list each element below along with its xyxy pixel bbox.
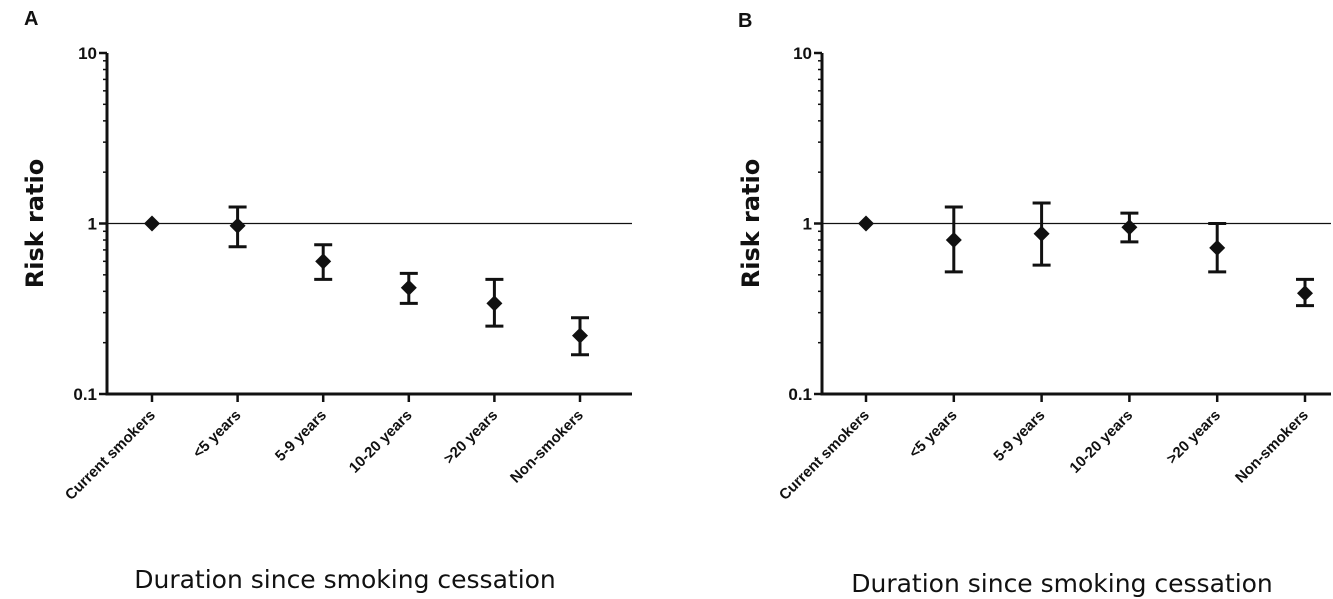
y-axis-label: Risk ratio xyxy=(737,159,765,289)
x-tick-label: Current smokers xyxy=(776,407,873,504)
y-tick-label: 10 xyxy=(793,44,812,63)
data-point-marker xyxy=(229,217,246,234)
data-point-marker xyxy=(1209,239,1226,256)
data-point-marker xyxy=(144,215,160,232)
panel-letter: B xyxy=(738,10,752,32)
x-tick-label: 5-9 years xyxy=(272,407,330,465)
x-axis-label: Duration since smoking cessation xyxy=(134,565,556,594)
x-axis-label: Duration since smoking cessation xyxy=(851,569,1273,598)
y-axis-label: Risk ratio xyxy=(21,159,49,289)
data-point-marker xyxy=(572,327,588,344)
y-tick-label: 10 xyxy=(78,44,97,63)
x-tick-label: 10-20 years xyxy=(346,407,416,477)
y-tick-label: 1 xyxy=(803,215,812,234)
data-point-marker xyxy=(1297,285,1313,302)
data-point-marker xyxy=(315,253,332,270)
x-tick-label: <5 years xyxy=(906,407,961,462)
panel-letter: A xyxy=(24,8,38,30)
x-tick-label: Non-smokers xyxy=(1232,407,1312,487)
x-tick-label: 5-9 years xyxy=(990,407,1048,465)
data-point-marker xyxy=(1121,219,1138,236)
y-tick-label: 1 xyxy=(88,215,97,234)
chart-panel-a: A 0.1 1 10 Risk ratio Current smokers <5 years… xyxy=(21,8,632,594)
y-tick-label: 0.1 xyxy=(788,385,812,404)
data-point-marker xyxy=(945,232,962,249)
y-tick-label: 0.1 xyxy=(73,385,97,404)
x-tick-label: 10-20 years xyxy=(1066,407,1136,477)
x-tick-label: Non-smokers xyxy=(507,407,587,487)
chart-panel-b: B 0.1 1 10 Risk ratio Current smokers <5 years… xyxy=(737,10,1331,598)
data-point-marker xyxy=(1033,225,1050,242)
data-point-marker xyxy=(400,279,417,296)
x-tick-label: >20 years xyxy=(441,407,502,468)
x-tick-label: Current smokers xyxy=(62,407,159,504)
x-tick-label: >20 years xyxy=(1163,407,1224,468)
x-tick-label: <5 years xyxy=(190,407,245,462)
data-point-marker xyxy=(858,215,874,232)
data-point-marker xyxy=(486,295,503,312)
